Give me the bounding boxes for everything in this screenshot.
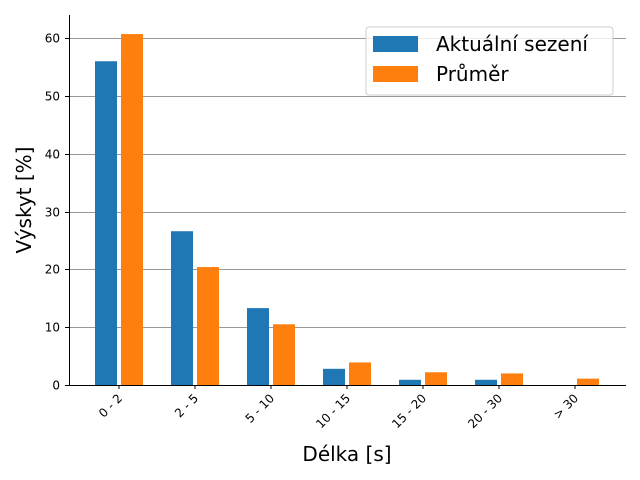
bar-prumer	[197, 267, 219, 385]
bar-prumer	[501, 373, 523, 385]
legend-label-aktualni: Aktuální sezení	[436, 32, 589, 56]
x-tick-label: 10 - 15	[313, 391, 353, 431]
bar-aktualni	[247, 308, 269, 385]
x-tick-label: > 30	[551, 391, 582, 422]
legend-frame	[365, 26, 614, 96]
y-ticks: 0 10 20 30 40 50 60	[45, 32, 69, 393]
x-axis-title: Délka [s]	[302, 442, 391, 466]
bar-aktualni	[323, 368, 345, 385]
legend-label-prumer: Průměr	[436, 62, 509, 86]
legend: Aktuální sezení Průměr	[365, 26, 614, 96]
legend-swatch-aktualni	[373, 36, 418, 52]
bar-prumer	[577, 378, 599, 385]
y-tick-label: 40	[45, 148, 60, 162]
bar-aktualni	[171, 231, 193, 385]
bar-prumer	[425, 372, 447, 385]
y-tick-label: 20	[45, 263, 60, 277]
x-ticks: 0 - 2 2 - 5 5 - 10 10 - 15 15 - 20 20 - 30 > 3…	[96, 385, 581, 431]
x-tick-label: 0 - 2	[96, 391, 125, 420]
bar-aktualni	[475, 379, 497, 385]
grid-lines	[69, 38, 626, 328]
bars	[95, 34, 599, 385]
bar-prumer	[349, 362, 371, 385]
x-tick-label: 15 - 20	[389, 391, 429, 431]
bar-aktualni	[95, 61, 117, 385]
y-axis-title: Výskyt [%]	[12, 147, 36, 254]
y-tick-label: 60	[45, 32, 60, 46]
bar-prumer	[121, 34, 143, 385]
x-tick-label: 5 - 10	[243, 391, 278, 426]
y-tick-label: 0	[52, 379, 60, 393]
y-tick-label: 10	[45, 321, 60, 335]
bar-aktualni	[399, 379, 421, 385]
x-tick-label: 2 - 5	[172, 391, 201, 420]
y-tick-label: 50	[45, 90, 60, 104]
x-tick-label: 20 - 30	[465, 391, 505, 431]
legend-swatch-prumer	[373, 66, 418, 82]
bar-prumer	[273, 324, 295, 385]
y-tick-label: 30	[45, 206, 60, 220]
